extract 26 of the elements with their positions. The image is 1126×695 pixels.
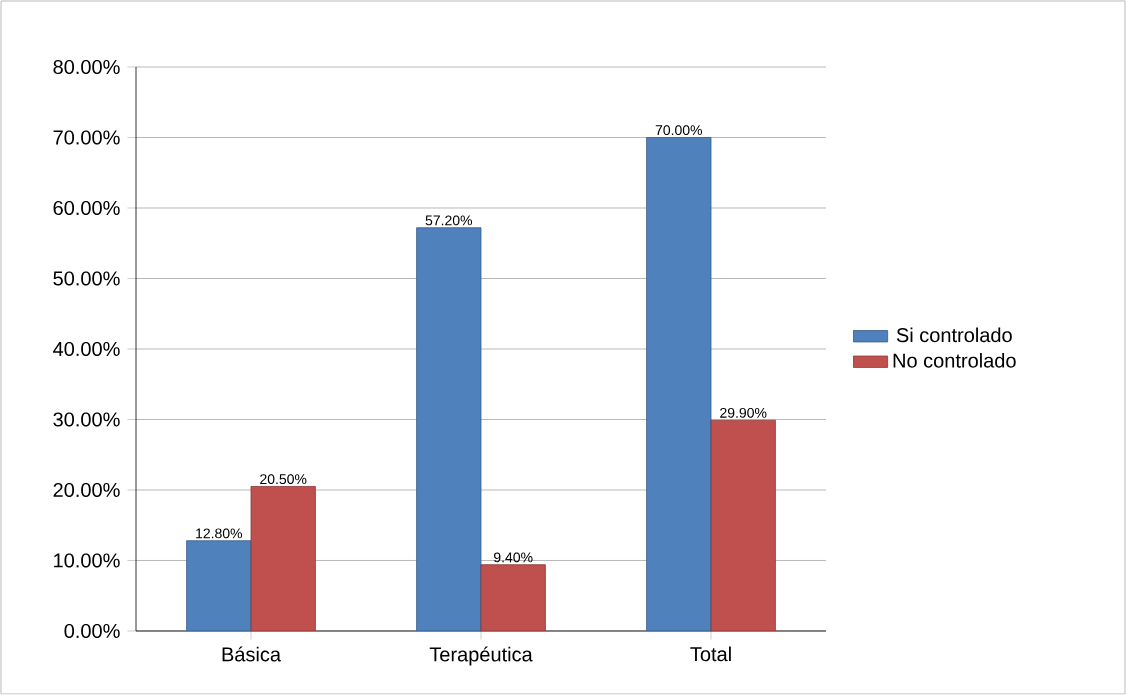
y-tick-label: 70.00% [53, 130, 120, 145]
y-tick-label: 60.00% [53, 200, 120, 216]
data-label: 29.90% [720, 407, 767, 418]
data-label: 9.40% [494, 552, 533, 563]
y-tick-label: 50.00% [53, 271, 120, 286]
data-label: 20.50% [260, 474, 307, 485]
y-tick-label: 0.00% [64, 623, 120, 639]
legend-label: Si controlado [896, 327, 1012, 343]
bar [250, 486, 316, 631]
x-tick-label: Total [690, 646, 731, 662]
x-tick-label: Terapéutica [429, 646, 533, 666]
bar [480, 564, 546, 631]
bar [186, 540, 252, 631]
y-tick-label: 30.00% [53, 412, 120, 427]
data-label: 70.00% [655, 125, 703, 136]
y-tick-label: 40.00% [53, 341, 120, 357]
legend-label: No controlado [893, 352, 1016, 368]
bar [710, 419, 776, 631]
data-label: 57.20% [425, 215, 473, 226]
y-tick-label: 10.00% [54, 553, 120, 568]
bar [646, 137, 712, 631]
y-tick-label: 80.00% [53, 59, 120, 75]
y-tick-label: 20.00% [53, 482, 120, 498]
data-label: 12.80% [196, 528, 243, 539]
x-tick-label: Básica [222, 646, 282, 662]
bar [416, 227, 482, 631]
